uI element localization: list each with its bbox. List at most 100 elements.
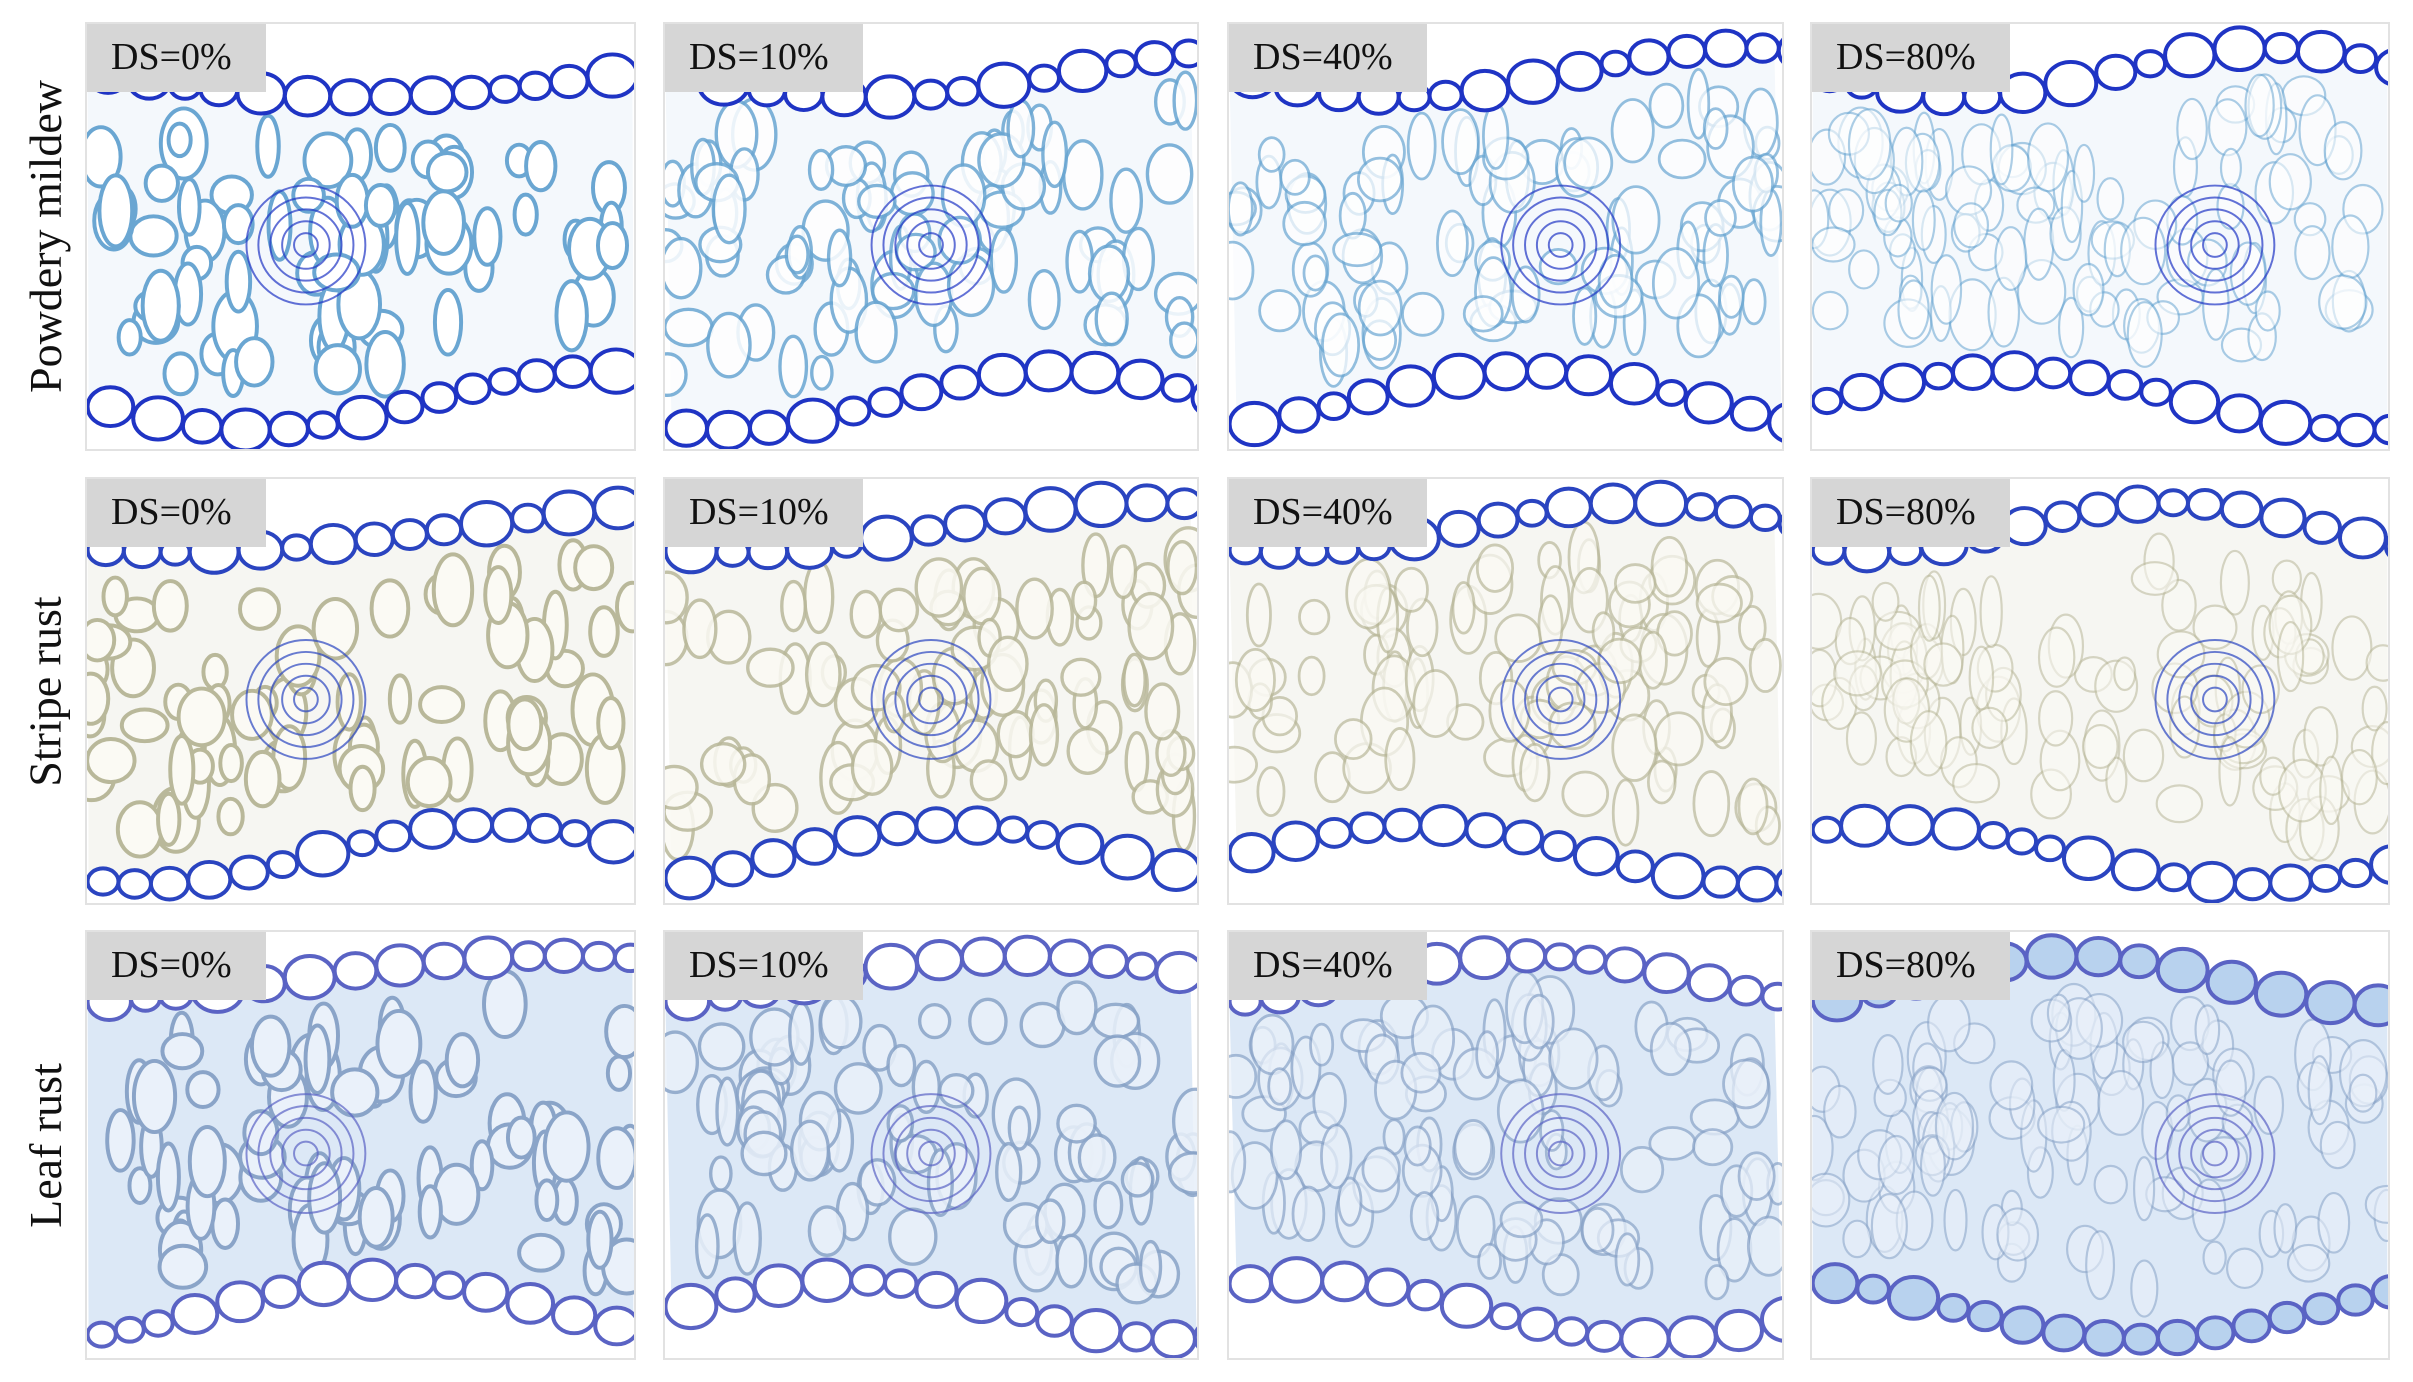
epidermis-cell <box>2370 1274 2388 1310</box>
micrograph-panel: DS=80% <box>1810 930 2390 1360</box>
mesophyll-cell <box>962 566 1002 626</box>
mesophyll-cell <box>2319 1120 2356 1170</box>
mesophyll-cell <box>115 800 164 859</box>
epidermis-cell <box>883 1268 919 1299</box>
vascular-bundle <box>870 639 992 760</box>
mesophyll-cell <box>699 742 747 787</box>
mesophyll-cell <box>850 738 894 796</box>
epidermis-cell <box>1025 820 1060 850</box>
mesophyll-cell <box>665 352 688 397</box>
mesophyll-cell <box>418 685 466 725</box>
mesophyll-cell <box>807 148 835 191</box>
vascular-bundle <box>2178 662 2252 737</box>
epidermis-cell <box>280 533 313 562</box>
epidermis-cell <box>510 940 547 973</box>
vascular-bundle <box>257 650 355 749</box>
epidermis-cell <box>1998 71 2048 115</box>
mesophyll-cell <box>302 131 354 190</box>
mesophyll-cell <box>854 300 898 364</box>
mesophyll-cell <box>665 570 689 625</box>
epidermis-cell <box>943 504 988 543</box>
micrograph-panel: DS=80% <box>1810 22 2390 451</box>
epidermis-cell <box>462 1271 510 1313</box>
mesophyll-cell <box>1872 1034 1904 1095</box>
mesophyll-cell <box>1267 1067 1293 1106</box>
epidermis-cell <box>228 854 270 891</box>
mesophyll-cell <box>387 673 413 725</box>
mesophyll-cell <box>176 177 202 237</box>
epidermis-cell <box>585 52 634 99</box>
mesophyll-cell <box>1169 321 1197 359</box>
vascular-bundle <box>281 1128 331 1179</box>
mesophyll-cell <box>1923 642 1964 687</box>
epidermis-cell <box>2336 1283 2375 1317</box>
epidermis-cell <box>1729 395 1772 432</box>
epidermis-cell <box>2024 933 2079 980</box>
epidermis-cell <box>1633 479 1689 527</box>
mesophyll-cell <box>405 756 453 809</box>
mesophyll-cell <box>1345 557 1392 630</box>
mesophyll-cell <box>1234 647 1276 712</box>
mesophyll-cell <box>1971 706 2009 750</box>
epidermis-cell <box>2043 500 2082 533</box>
epidermis-cell <box>1124 483 1170 523</box>
vascular-bundle <box>257 196 355 294</box>
vascular-bundle <box>870 1093 992 1214</box>
mesophyll-cell <box>1120 1161 1155 1198</box>
mesophyll-cell <box>2273 1203 2298 1254</box>
mesophyll-cell <box>1613 563 1657 604</box>
severity-label: DS=40% <box>1229 932 1427 1000</box>
mesophyll-cell <box>1548 1027 1599 1090</box>
severity-label: DS=10% <box>665 24 863 92</box>
epidermis-cell <box>800 1257 854 1303</box>
epidermis-cell <box>665 1282 719 1331</box>
mesophyll-cell <box>151 579 189 633</box>
mesophyll-cell <box>1462 295 1504 333</box>
severity-label: DS=0% <box>87 24 266 92</box>
mesophyll-cell <box>187 1124 227 1199</box>
vascular-bundle <box>293 686 319 713</box>
mesophyll-cell <box>1406 111 1437 181</box>
mesophyll-cell <box>1332 232 1383 268</box>
mesophyll-cell <box>1475 1030 1500 1079</box>
vascular-bundle <box>1524 662 1598 737</box>
epidermis-cell <box>1427 79 1464 111</box>
mesophyll-cell <box>119 707 170 744</box>
mesophyll-cell <box>1580 1207 1615 1253</box>
mesophyll-cell <box>87 671 111 726</box>
epidermis-cell <box>1431 352 1487 400</box>
mesophyll-cell <box>1229 1130 1247 1194</box>
mesophyll-cell <box>2253 1075 2285 1135</box>
epidermis-cell <box>2302 1292 2341 1326</box>
micrograph <box>87 935 634 1349</box>
mesophyll-cell <box>706 311 752 379</box>
mesophyll-cell <box>517 1232 565 1273</box>
mesophyll-cell <box>2156 630 2206 679</box>
mesophyll-cell <box>1692 1128 1734 1167</box>
epidermis-cell <box>424 513 464 547</box>
epidermis-cell <box>1744 32 1781 64</box>
epidermis-cell <box>1655 378 1688 407</box>
mesophyll-cell <box>1748 637 1782 693</box>
epidermis-cell <box>353 521 395 558</box>
mesophyll-cell <box>1091 1002 1141 1040</box>
vascular-bundle <box>2166 1104 2264 1203</box>
severity-label: DS=10% <box>665 479 863 547</box>
mesophyll-cell <box>542 1110 591 1183</box>
mesophyll-cell <box>2340 748 2378 806</box>
mesophyll-cell <box>1412 669 1459 738</box>
mesophyll-cell <box>432 287 464 357</box>
micrograph <box>1812 484 2388 903</box>
mesophyll-cell <box>1519 742 1551 803</box>
mesophyll-cell <box>1823 1084 1857 1139</box>
vascular-bundle <box>257 1104 355 1203</box>
mesophyll-cell <box>2191 1178 2227 1242</box>
epidermis-cell <box>1004 1297 1040 1328</box>
mesophyll-cell <box>1441 108 1480 176</box>
epidermis-cell <box>2232 867 2273 902</box>
epidermis-cell <box>1320 1260 1369 1303</box>
epidermis-cell <box>2155 946 2210 994</box>
mesophyll-cell <box>1523 993 1555 1050</box>
epidermis-cell <box>87 1320 118 1349</box>
micrograph <box>1812 25 2388 448</box>
